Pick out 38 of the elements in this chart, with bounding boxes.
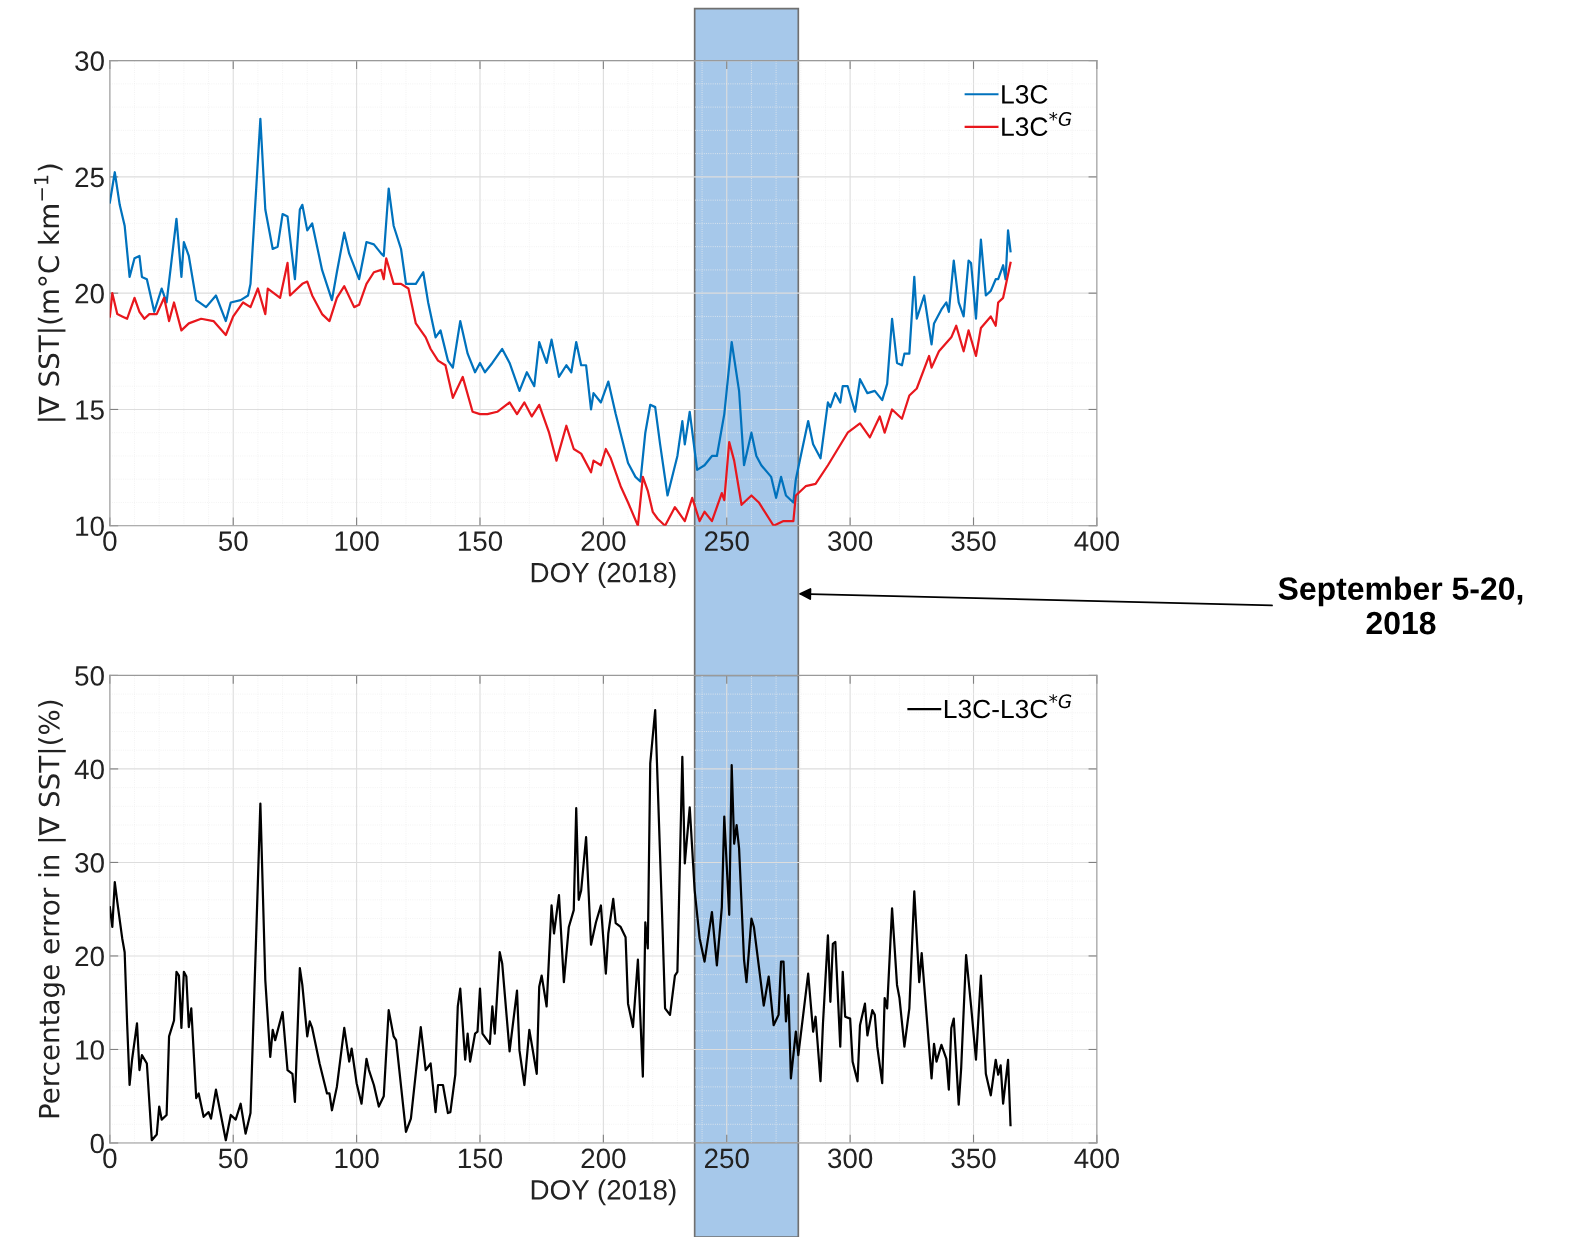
- x-tick-label: 350: [951, 1148, 996, 1169]
- x-tick-label: 50: [218, 531, 248, 551]
- x-tick-label: 150: [458, 1148, 503, 1169]
- x-tick-label: 200: [581, 531, 626, 551]
- legend-label: L3C: [1002, 85, 1048, 104]
- y-tick-label: 50: [75, 666, 104, 686]
- y-tick-label: 30: [75, 51, 104, 71]
- x-tick-label: 100: [335, 531, 379, 551]
- band-label: September 5-20, 2018: [1278, 576, 1523, 635]
- x-tick-label: 300: [828, 1148, 873, 1169]
- y-axis-title: |∇ SST|(m°C km$^{−1}$): [34, 164, 66, 421]
- x-tick-label: 50: [218, 1148, 248, 1169]
- y-tick-label: 15: [76, 400, 104, 420]
- x-axis-title: DOY (2018): [531, 562, 676, 588]
- x-tick-label: 300: [828, 531, 873, 551]
- x-tick-label: 250: [704, 1148, 749, 1169]
- legend-label: L3C$^{*G}$: [1002, 111, 1072, 137]
- x-tick-label: 250: [704, 531, 749, 551]
- y-tick-label: 0: [90, 1133, 104, 1154]
- x-tick-label: 150: [458, 531, 503, 551]
- x-tick-label: 0: [103, 1148, 117, 1169]
- line-series: [109, 257, 1012, 526]
- y-tick-label: 20: [75, 283, 104, 304]
- y-tick-label: 40: [74, 759, 104, 780]
- y-axis-title: Percentage error in |∇ SST|(%): [37, 700, 66, 1118]
- x-tick-label: 400: [1074, 1148, 1119, 1169]
- y-tick-label: 10: [76, 516, 104, 537]
- x-tick-label: 400: [1074, 531, 1119, 551]
- y-tick-label: 25: [75, 167, 104, 188]
- y-tick-label: 30: [75, 853, 104, 873]
- legend-label: L3C-L3C$^{*G}$: [944, 694, 1072, 719]
- x-tick-label: 350: [951, 531, 996, 551]
- x-tick-label: 100: [335, 1148, 379, 1169]
- y-tick-label: 10: [76, 1040, 104, 1060]
- x-tick-label: 0: [103, 531, 117, 551]
- x-axis-title: DOY (2018): [531, 1179, 676, 1206]
- y-tick-label: 20: [75, 946, 104, 967]
- x-tick-label: 200: [581, 1148, 626, 1169]
